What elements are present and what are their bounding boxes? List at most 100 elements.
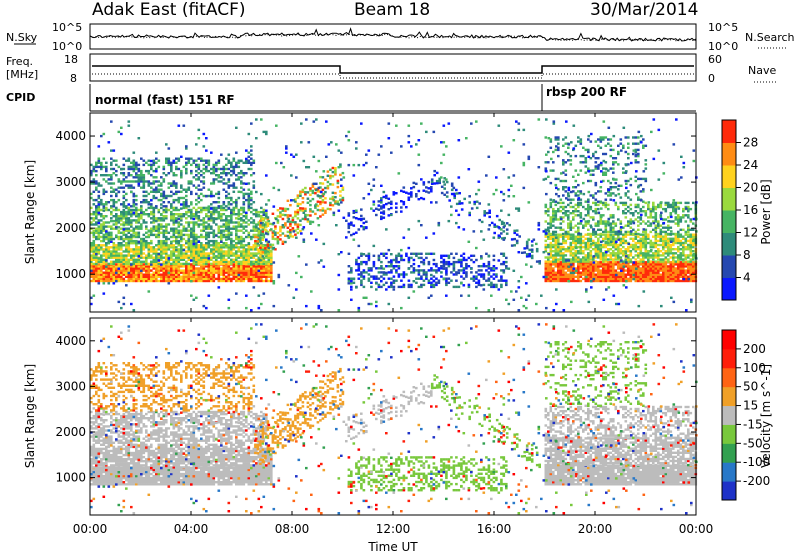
power-cell bbox=[110, 164, 113, 166]
power-cell bbox=[153, 234, 156, 236]
power-cell bbox=[560, 254, 563, 256]
power-cell bbox=[210, 272, 213, 274]
power-cell bbox=[175, 254, 178, 256]
power-cell bbox=[248, 259, 251, 261]
power-cell bbox=[680, 242, 683, 244]
power-cell bbox=[332, 183, 335, 185]
power-cell bbox=[175, 236, 178, 238]
power-cell bbox=[233, 248, 236, 250]
power-cell bbox=[662, 267, 665, 269]
power-cell bbox=[100, 209, 103, 211]
power-cell bbox=[128, 168, 131, 170]
power-cell bbox=[339, 163, 342, 165]
power-cell bbox=[170, 164, 173, 166]
power-cell bbox=[272, 233, 275, 235]
power-cell bbox=[220, 257, 223, 259]
power-cell bbox=[240, 261, 243, 263]
power-cell bbox=[240, 180, 243, 182]
power-cell bbox=[253, 276, 256, 278]
power-cell bbox=[612, 234, 615, 236]
power-cell bbox=[218, 160, 221, 162]
power-cell bbox=[98, 209, 101, 211]
power-cell bbox=[180, 263, 183, 265]
power-cell bbox=[327, 187, 330, 189]
power-cell bbox=[430, 186, 433, 188]
power-cell bbox=[135, 164, 138, 166]
power-cell bbox=[552, 256, 555, 258]
power-cell bbox=[284, 235, 287, 237]
power-cell bbox=[476, 207, 479, 209]
power-cell bbox=[178, 263, 181, 265]
power-cell bbox=[380, 267, 383, 269]
power-cell bbox=[536, 260, 539, 262]
power-cell bbox=[680, 269, 683, 271]
power-cell bbox=[580, 214, 583, 216]
power-cell bbox=[552, 250, 555, 252]
power-cell bbox=[675, 272, 678, 274]
power-cell bbox=[135, 180, 138, 182]
power-cell bbox=[580, 276, 583, 278]
power-cell bbox=[243, 272, 246, 274]
power-cell bbox=[590, 206, 593, 208]
power-cell bbox=[153, 207, 156, 209]
power-cell bbox=[332, 175, 335, 177]
power-cell bbox=[348, 225, 351, 227]
power-cell bbox=[150, 276, 153, 278]
power-cell bbox=[662, 272, 665, 274]
power-cell bbox=[348, 278, 351, 280]
power-cell bbox=[98, 195, 101, 197]
power-cell bbox=[493, 232, 496, 234]
power-cell bbox=[383, 210, 386, 212]
power-cell bbox=[590, 252, 593, 254]
power-cell bbox=[153, 209, 156, 211]
power-cell bbox=[471, 207, 474, 209]
power-cell bbox=[153, 219, 156, 221]
power-cell bbox=[105, 166, 108, 168]
power-cell bbox=[105, 191, 108, 193]
power-cell bbox=[600, 222, 603, 224]
power-cell bbox=[200, 250, 203, 252]
power-cell bbox=[557, 278, 560, 280]
power-cell bbox=[600, 256, 603, 258]
power-cell bbox=[140, 158, 143, 160]
power-cell bbox=[115, 221, 118, 223]
power-cell bbox=[188, 276, 191, 278]
power-cell bbox=[220, 209, 223, 211]
power-cell bbox=[547, 244, 550, 246]
power-cell bbox=[213, 217, 216, 219]
power-cell bbox=[143, 187, 146, 189]
power-cell bbox=[560, 256, 563, 258]
power-cell bbox=[185, 278, 188, 280]
power-cell bbox=[183, 280, 186, 282]
power-cell bbox=[612, 260, 615, 262]
power-cell bbox=[163, 267, 166, 269]
power-cell bbox=[230, 280, 233, 282]
power-cell bbox=[193, 162, 196, 164]
power-cell bbox=[625, 242, 628, 244]
power-cell bbox=[203, 267, 206, 269]
power-cell bbox=[627, 220, 630, 222]
power-cell bbox=[140, 205, 143, 207]
power-cell bbox=[205, 166, 208, 168]
power-cell bbox=[220, 259, 223, 261]
power-cell bbox=[208, 252, 211, 254]
power-cell bbox=[238, 246, 241, 248]
power-cell bbox=[408, 197, 411, 199]
power-cell bbox=[667, 276, 670, 278]
power-cell bbox=[115, 193, 118, 195]
power-cell bbox=[103, 244, 106, 246]
power-cell bbox=[383, 206, 386, 208]
power-cell bbox=[220, 180, 223, 182]
power-cell bbox=[220, 254, 223, 256]
power-cell bbox=[637, 229, 640, 231]
power-cell bbox=[526, 241, 529, 243]
power-cell bbox=[163, 201, 166, 203]
power-cell bbox=[233, 191, 236, 193]
power-cell bbox=[230, 217, 233, 219]
power-cell bbox=[158, 225, 161, 227]
power-cell bbox=[233, 278, 236, 280]
power-cell bbox=[165, 162, 168, 164]
power-cell bbox=[433, 174, 436, 176]
power-cell bbox=[260, 211, 263, 213]
power-cell bbox=[395, 207, 398, 209]
